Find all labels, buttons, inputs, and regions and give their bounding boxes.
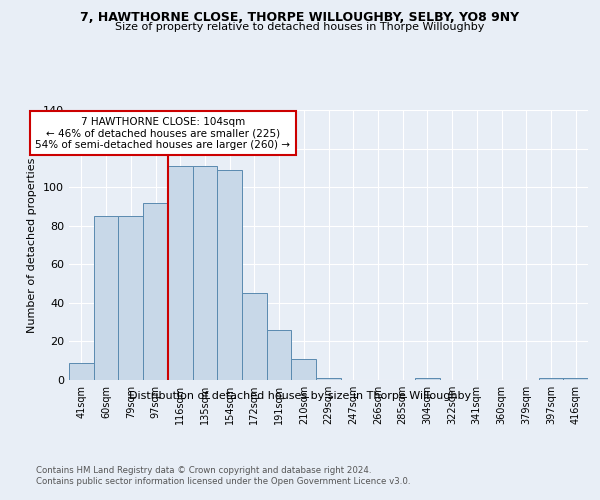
Text: Contains public sector information licensed under the Open Government Licence v3: Contains public sector information licen… (36, 477, 410, 486)
Bar (118, 216, 143, 380)
Y-axis label: Number of detached properties: Number of detached properties (28, 158, 37, 332)
Bar (563, 378, 588, 380)
Bar (539, 378, 563, 380)
Text: Contains HM Land Registry data © Crown copyright and database right 2024.: Contains HM Land Registry data © Crown c… (36, 466, 371, 475)
Bar (69, 362, 94, 380)
Bar (292, 359, 316, 380)
Bar (415, 378, 440, 380)
Text: 7, HAWTHORNE CLOSE, THORPE WILLOUGHBY, SELBY, YO8 9NY: 7, HAWTHORNE CLOSE, THORPE WILLOUGHBY, S… (80, 11, 520, 24)
Bar (217, 170, 242, 380)
Bar (94, 216, 118, 380)
Bar (193, 166, 217, 380)
Bar (242, 293, 267, 380)
Bar (143, 202, 168, 380)
Text: Size of property relative to detached houses in Thorpe Willoughby: Size of property relative to detached ho… (115, 22, 485, 32)
Text: 7 HAWTHORNE CLOSE: 104sqm
← 46% of detached houses are smaller (225)
54% of semi: 7 HAWTHORNE CLOSE: 104sqm ← 46% of detac… (35, 116, 290, 150)
Text: Distribution of detached houses by size in Thorpe Willoughby: Distribution of detached houses by size … (129, 391, 471, 401)
Bar (168, 166, 193, 380)
Bar (316, 378, 341, 380)
Bar (267, 330, 292, 380)
